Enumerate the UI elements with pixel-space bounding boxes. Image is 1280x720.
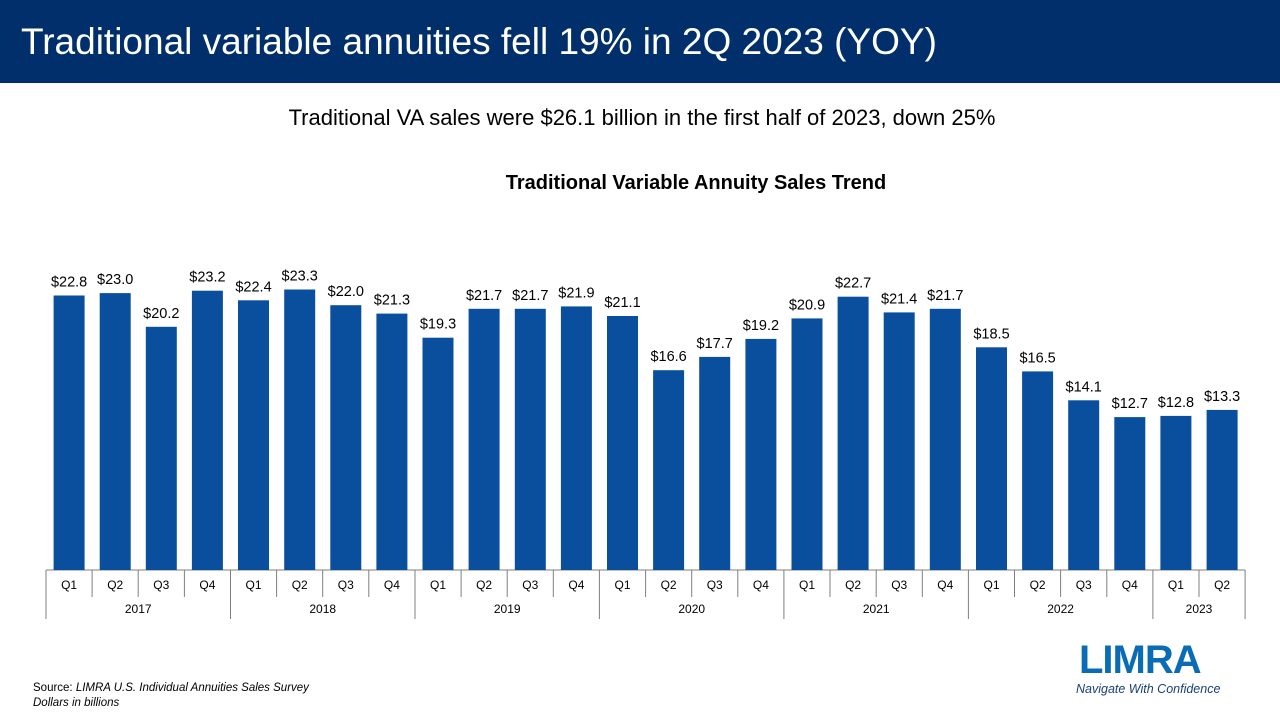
data-label: $16.6	[650, 349, 686, 365]
quarter-tick-label: Q4	[1122, 578, 1138, 592]
data-label: $12.7	[1112, 396, 1148, 412]
quarter-tick-label: Q1	[799, 578, 815, 592]
quarter-tick-label: Q3	[891, 578, 907, 592]
data-label: $23.3	[282, 269, 318, 285]
data-label: $21.7	[466, 288, 502, 304]
bar	[1068, 400, 1100, 570]
slide-subtitle: Traditional VA sales were $26.1 billion …	[288, 105, 996, 130]
data-label: $14.1	[1066, 379, 1102, 395]
bar	[514, 308, 546, 570]
data-label: $17.7	[697, 336, 733, 352]
quarter-tick-label: Q3	[707, 578, 723, 592]
bar	[653, 370, 685, 570]
quarter-tick-label: Q3	[153, 578, 169, 592]
bar	[976, 347, 1007, 570]
quarter-tick-label: Q1	[430, 578, 446, 592]
data-label: $16.5	[1019, 350, 1055, 366]
quarter-tick-label: Q2	[661, 578, 677, 592]
year-label: 2018	[309, 602, 336, 616]
source-prefix: Source:	[33, 682, 76, 694]
year-label: 2022	[1047, 602, 1074, 616]
data-label: $22.0	[328, 284, 364, 300]
logo-tagline: Navigate With Confidence	[1076, 682, 1221, 696]
bar	[791, 318, 823, 570]
quarter-tick-label: Q1	[983, 578, 999, 592]
bar	[53, 295, 85, 570]
bar	[284, 289, 316, 570]
data-label: $21.4	[881, 291, 917, 307]
footer-notes: Source: LIMRA U.S. Individual Annuities …	[33, 681, 309, 711]
slide-title: Traditional variable annuities fell 19% …	[21, 21, 937, 62]
data-label: $18.5	[973, 326, 1009, 342]
data-label: $23.0	[97, 272, 133, 288]
year-label: 2020	[678, 602, 705, 616]
bar	[422, 337, 454, 570]
bar	[376, 313, 408, 570]
data-label: $21.3	[374, 293, 410, 309]
year-label: 2023	[1186, 602, 1213, 616]
quarter-tick-label: Q3	[338, 578, 354, 592]
year-label: 2021	[863, 602, 890, 616]
quarter-tick-label: Q2	[1030, 578, 1046, 592]
source-name: LIMRA U.S. Individual Annuities Sales Su…	[75, 682, 309, 694]
data-label: $21.7	[512, 288, 548, 304]
data-label: $20.2	[143, 306, 179, 322]
data-label: $22.7	[835, 276, 871, 292]
limra-logo: LIMRA Navigate With Confidence	[1076, 638, 1266, 700]
quarter-tick-label: Q2	[1214, 578, 1230, 592]
logo-wordmark: LIMRA	[1079, 638, 1202, 682]
bar	[330, 305, 362, 570]
bar	[1022, 371, 1054, 570]
bar	[745, 338, 777, 570]
bar	[883, 312, 915, 570]
bar	[837, 296, 869, 570]
data-label: $23.2	[189, 270, 225, 286]
data-label: $19.3	[420, 317, 456, 333]
bar	[560, 306, 592, 570]
quarter-tick-label: Q4	[199, 578, 215, 592]
bar	[468, 308, 500, 570]
chart-title: Traditional Variable Annuity Sales Trend	[505, 172, 887, 194]
quarter-tick-label: Q1	[245, 578, 261, 592]
quarter-tick-label: Q3	[522, 578, 538, 592]
data-label: $12.8	[1158, 395, 1194, 411]
data-label: $22.4	[235, 279, 271, 295]
bar	[1160, 415, 1192, 570]
year-label: 2019	[494, 602, 521, 616]
units-note: Dollars in billions	[33, 697, 120, 709]
quarter-tick-label: Q4	[384, 578, 400, 592]
quarter-tick-label: Q2	[845, 578, 861, 592]
bar	[99, 293, 131, 570]
bar	[929, 308, 961, 570]
quarter-tick-label: Q1	[1168, 578, 1184, 592]
bar	[145, 326, 177, 570]
bar	[607, 316, 638, 570]
data-label: $21.1	[604, 295, 640, 311]
data-label: $20.9	[789, 297, 825, 313]
bar	[699, 356, 731, 570]
bar	[238, 300, 269, 570]
quarter-tick-label: Q2	[292, 578, 308, 592]
data-label: $21.7	[927, 288, 963, 304]
quarter-tick-label: Q2	[107, 578, 123, 592]
quarter-tick-label: Q4	[568, 578, 584, 592]
data-label: $22.8	[51, 275, 87, 291]
quarter-tick-label: Q4	[753, 578, 769, 592]
quarter-tick-label: Q1	[61, 578, 77, 592]
title-banner: Traditional variable annuities fell 19% …	[0, 0, 1280, 83]
quarter-tick-label: Q1	[614, 578, 630, 592]
quarter-tick-label: Q3	[1076, 578, 1092, 592]
quarter-tick-label: Q2	[476, 578, 492, 592]
bar	[1114, 417, 1146, 570]
year-label: 2017	[125, 602, 152, 616]
bar	[191, 290, 223, 570]
quarter-tick-label: Q4	[937, 578, 953, 592]
data-label: $21.9	[558, 285, 594, 301]
data-label: $19.2	[743, 318, 779, 334]
data-label: $13.3	[1204, 389, 1240, 405]
bar	[1206, 409, 1238, 570]
